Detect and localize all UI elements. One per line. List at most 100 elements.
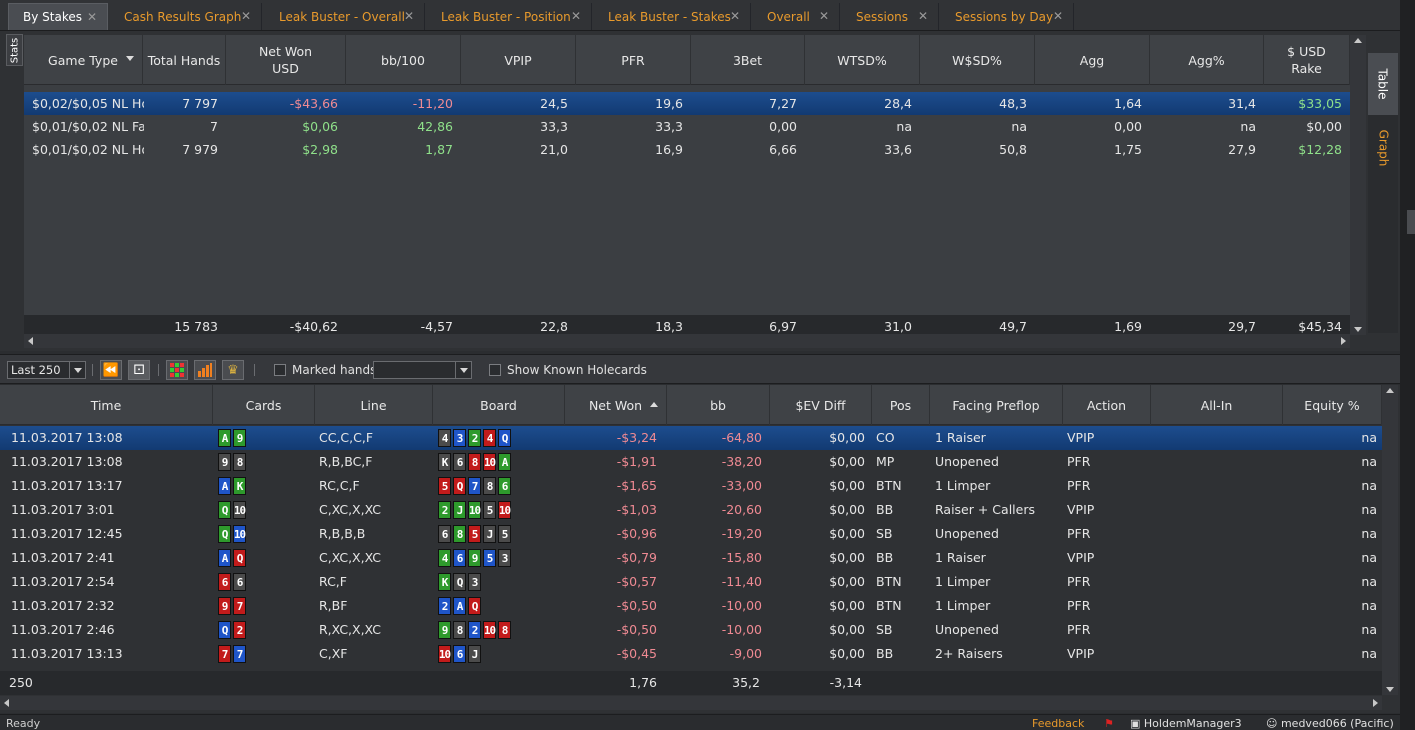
- playing-card: 10: [438, 645, 451, 663]
- close-icon[interactable]: ✕: [86, 10, 97, 24]
- hand-row[interactable]: 11.03.2017 3:01 Q 10 C,XC,X,XC 2 J 10 5 10 -$1,03…: [0, 498, 1382, 522]
- splitter-handle[interactable]: [1407, 210, 1415, 234]
- feedback-link[interactable]: Feedback: [1032, 717, 1085, 730]
- hand-line-cell: RC,C,F: [319, 478, 360, 493]
- close-icon[interactable]: ✕: [917, 9, 928, 23]
- hand-row[interactable]: 11.03.2017 13:08 9 8 R,B,BC,F K 6 8 10 A -$1,91 -3…: [0, 450, 1382, 474]
- hand-row[interactable]: 11.03.2017 2:54 6 6 RC,F K Q 3 -$0,57 -11,40 $0,0…: [0, 570, 1382, 594]
- hands-col-header[interactable]: Action: [1063, 385, 1151, 425]
- stakes-col-header[interactable]: Net Won USD: [226, 35, 346, 85]
- tab-leak-buster-overall[interactable]: Leak Buster - Overall ✕: [265, 3, 425, 30]
- stakes-col-header[interactable]: Game Type: [24, 35, 143, 85]
- tab-label: Leak Buster - Stakes: [608, 9, 731, 24]
- hands-col-header[interactable]: Line: [315, 385, 433, 425]
- hand-action-cell: PFR: [1067, 622, 1091, 637]
- hands-col-header[interactable]: $EV Diff: [770, 385, 872, 425]
- hand-row[interactable]: 11.03.2017 2:32 9 7 R,BF 2 A Q -$0,50 -10,00 $0,0…: [0, 594, 1382, 618]
- col-header-label: PFR: [621, 52, 645, 68]
- close-icon[interactable]: ✕: [570, 9, 581, 23]
- chevron-down-icon[interactable]: [69, 362, 85, 378]
- hand-row[interactable]: 11.03.2017 13:13 7 7 C,XF 10 6 J -$0,45 -9,00 $0,…: [0, 642, 1382, 666]
- stakes-total-cell: -4,57: [420, 319, 453, 334]
- stakes-col-header[interactable]: 3Bet: [691, 35, 805, 85]
- stakes-total-cell: 15 783: [174, 319, 218, 334]
- stakes-row[interactable]: $0,01/$0,02 NL Hol 7 979 $2,98 1,87 21,0 16,9…: [24, 138, 1350, 161]
- tab-leak-buster-position[interactable]: Leak Buster - Position ✕: [427, 3, 592, 30]
- hands-col-header[interactable]: bb: [667, 385, 770, 425]
- side-tab-graph[interactable]: Graph: [1368, 117, 1398, 179]
- stakes-col-header[interactable]: $ USD Rake: [1264, 35, 1350, 85]
- hands-col-header[interactable]: All-In: [1151, 385, 1283, 425]
- scroll-right-icon[interactable]: [1341, 337, 1346, 345]
- tab-cash-results-graph[interactable]: Cash Results Graph ✕: [110, 3, 262, 30]
- replay-button[interactable]: ⚀: [128, 360, 150, 380]
- tab-sessions-by-day[interactable]: Sessions by Day ✕: [941, 3, 1074, 30]
- hand-range-select[interactable]: Last 250: [7, 361, 86, 379]
- scroll-down-icon[interactable]: [1386, 687, 1394, 692]
- hands-col-header[interactable]: Time: [0, 385, 213, 425]
- hands-vertical-scrollbar[interactable]: [1382, 385, 1398, 695]
- stakes-cell: -11,20: [412, 96, 453, 111]
- bar-chart-button[interactable]: [194, 360, 216, 380]
- close-icon[interactable]: ✕: [729, 9, 740, 23]
- scroll-right-icon[interactable]: [1373, 699, 1378, 707]
- tab-overall[interactable]: Overall ✕: [753, 3, 840, 30]
- scroll-up-icon[interactable]: [1354, 38, 1362, 43]
- close-icon[interactable]: ✕: [240, 9, 251, 23]
- hand-row[interactable]: 11.03.2017 13:17 A K RC,C,F 5 Q 7 8 6 -$1,65 -33,0…: [0, 474, 1382, 498]
- scroll-up-icon[interactable]: [1386, 388, 1394, 393]
- hand-row[interactable]: 11.03.2017 2:41 A Q C,XC,X,XC 4 6 9 5 3 -$0,79 -15…: [0, 546, 1382, 570]
- playing-card: 5: [483, 549, 496, 567]
- scroll-left-icon[interactable]: [4, 699, 9, 707]
- stakes-total-cell: 18,3: [655, 319, 683, 334]
- playing-card: 7: [233, 597, 246, 615]
- marked-hands-select[interactable]: [373, 361, 472, 379]
- stakes-row[interactable]: $0,01/$0,02 NL Fas 7 $0,06 42,86 33,3 33,3 0,0…: [24, 115, 1350, 138]
- stakes-col-header[interactable]: Agg%: [1150, 35, 1264, 85]
- hands-col-header[interactable]: Facing Preflop: [930, 385, 1063, 425]
- hands-col-header[interactable]: Net Won: [565, 385, 667, 425]
- stakes-col-header[interactable]: VPIP: [461, 35, 576, 85]
- chevron-down-icon[interactable]: [126, 56, 134, 61]
- stakes-row[interactable]: $0,02/$0,05 NL Hol 7 797 -$43,66 -11,20 24,5…: [24, 92, 1350, 115]
- hands-col-header[interactable]: Pos: [872, 385, 930, 425]
- tab-by-stakes[interactable]: By Stakes ✕: [8, 3, 108, 30]
- close-icon[interactable]: ✕: [403, 9, 414, 23]
- stakes-table-header: Game Type Total Hands Net Won USD bb/100 VPI…: [24, 35, 1350, 85]
- hand-allin-cell: [1155, 546, 1275, 570]
- hand-row[interactable]: 11.03.2017 13:08 A 9 CC,C,C,F 4 3 2 4 Q -$3,24 -64…: [0, 426, 1382, 450]
- playing-card: 5: [468, 525, 481, 543]
- tab-sessions[interactable]: Sessions ✕: [842, 3, 939, 30]
- stakes-col-header[interactable]: PFR: [576, 35, 691, 85]
- stakes-col-header[interactable]: WTSD%: [805, 35, 920, 85]
- stakes-col-header[interactable]: Agg: [1035, 35, 1150, 85]
- rewind-button[interactable]: ⏪: [100, 360, 122, 380]
- stakes-cell: $0,02/$0,05 NL Hol: [32, 96, 144, 111]
- scroll-down-icon[interactable]: [1354, 327, 1362, 332]
- close-icon[interactable]: ✕: [818, 9, 829, 23]
- show-known-holecards-checkbox[interactable]: [489, 364, 501, 376]
- scroll-left-icon[interactable]: [28, 337, 33, 345]
- marked-hands-checkbox[interactable]: [274, 364, 286, 376]
- playing-card: 2: [438, 597, 451, 615]
- close-icon[interactable]: ✕: [1052, 9, 1063, 23]
- hands-col-header[interactable]: Equity %: [1283, 385, 1382, 425]
- side-tab-table[interactable]: Table: [1368, 53, 1398, 115]
- hands-col-header[interactable]: Cards: [213, 385, 315, 425]
- tab-leak-buster-stakes[interactable]: Leak Buster - Stakes ✕: [594, 3, 751, 30]
- stakes-col-header[interactable]: Total Hands: [143, 35, 226, 85]
- hand-row[interactable]: 11.03.2017 12:45 Q 10 R,B,B,B 6 8 5 J 5 -$0,96 -19…: [0, 522, 1382, 546]
- hands-col-header[interactable]: Board: [433, 385, 565, 425]
- stakes-col-header[interactable]: bb/100: [346, 35, 461, 85]
- stakes-vertical-scrollbar[interactable]: [1350, 35, 1366, 335]
- stakes-horizontal-scrollbar[interactable]: [24, 334, 1350, 348]
- grid-view-button[interactable]: [166, 360, 188, 380]
- hands-horizontal-scrollbar[interactable]: [0, 696, 1382, 710]
- hand-allin-cell: [1155, 570, 1275, 594]
- hand-row[interactable]: 11.03.2017 2:46 Q 2 R,XC,X,XC 9 8 2 10 8 -$0,50 -1…: [0, 618, 1382, 642]
- stakes-col-header[interactable]: W$SD%: [920, 35, 1035, 85]
- trophy-button[interactable]: ♛: [222, 360, 244, 380]
- chevron-down-icon[interactable]: [455, 362, 471, 378]
- stats-toggle-button[interactable]: Stats: [6, 34, 23, 66]
